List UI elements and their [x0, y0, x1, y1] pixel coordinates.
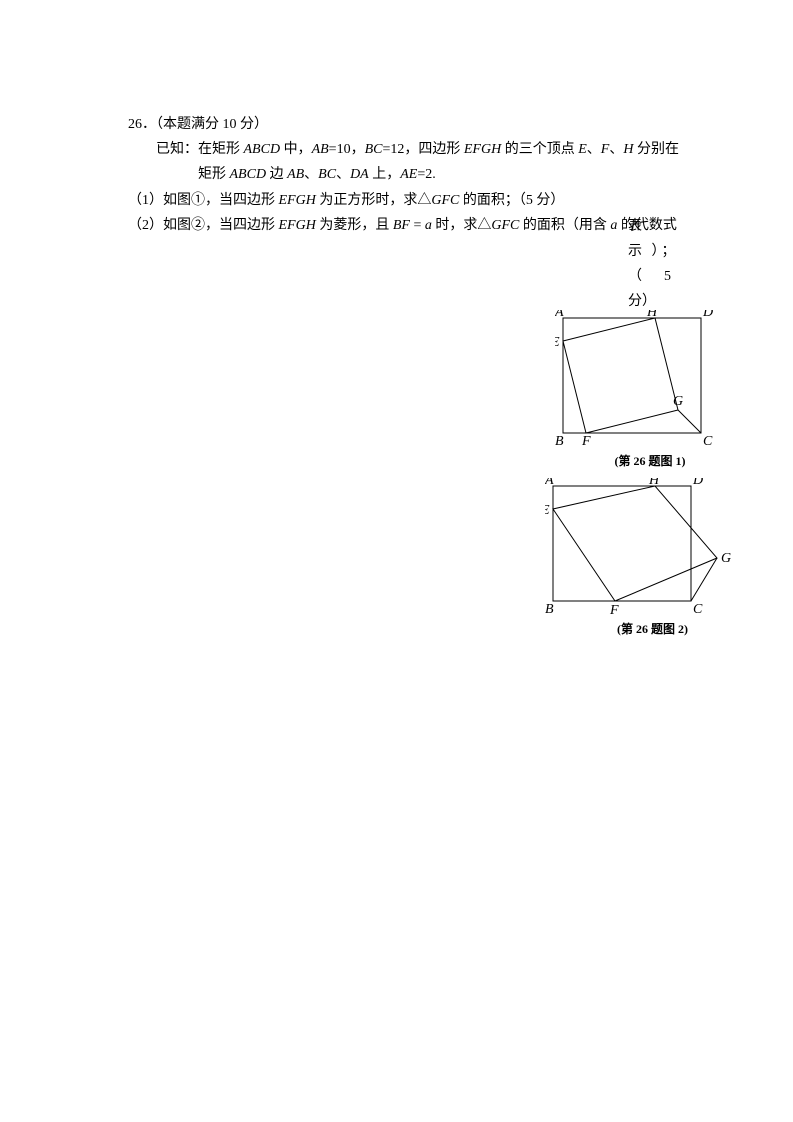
trail-3: （ 5: [628, 264, 675, 289]
vertex-d: D: [702, 310, 713, 320]
vertex-c: C: [703, 434, 713, 449]
label-h: H: [623, 142, 633, 157]
vertex-b-2: B: [545, 602, 554, 617]
part-1: （1）如图①，当四边形 EFGH 为正方形时，求△GFC 的面积；（5 分）: [128, 188, 793, 213]
vertex-a: A: [555, 310, 564, 320]
figure-1-svg: A D B C E F G H: [555, 310, 725, 465]
figure-2: A D B C E F G H (第 26 题图 2): [545, 478, 740, 637]
vertex-e-2: E: [545, 503, 550, 518]
figure-1: A D B C E F G H (第 26 题图 1): [555, 310, 725, 469]
figure-2-svg: A D B C E F G H: [545, 478, 740, 633]
rect-abcd: [563, 318, 701, 433]
label-e: E: [578, 142, 587, 157]
part-2: （2）如图②，当四边形 EFGH 为菱形，且 BF = a 时，求△GFC 的面…: [128, 213, 793, 238]
line-gc: [678, 410, 701, 433]
given-line-1: 已知：在矩形 ABCD 中，AB=10，BC=12，四边形 EFGH 的三个顶点…: [128, 137, 793, 162]
vertex-h: H: [646, 310, 658, 320]
vertex-c-2: C: [693, 602, 703, 617]
given-line-2: 矩形 ABCD 边 AB、BC、DA 上，AE=2.: [128, 162, 793, 187]
vertex-g-2: G: [721, 551, 731, 566]
vertex-g: G: [673, 394, 683, 409]
label-ab: AB: [312, 142, 329, 157]
rhombus-efgh: [553, 486, 717, 601]
square-efgh: [563, 318, 678, 433]
score-text: （本题满分 10 分）: [156, 117, 268, 132]
label-a: a: [425, 218, 432, 233]
label-bc: BC: [365, 142, 383, 157]
vertex-f-2: F: [609, 603, 619, 618]
label-bf: BF: [393, 218, 410, 233]
label-efgh: EFGH: [464, 142, 501, 157]
label-abcd: ABCD: [244, 142, 281, 157]
problem-number: 26．: [128, 117, 156, 132]
trail-1: 表: [628, 214, 642, 239]
vertex-e: E: [555, 335, 560, 350]
problem-header: 26．（本题满分 10 分）: [128, 112, 793, 137]
vertex-b: B: [555, 434, 564, 449]
vertex-d-2: D: [692, 478, 703, 488]
vertex-f: F: [581, 434, 591, 449]
vertex-a-2: A: [545, 478, 554, 488]
label-gfc: GFC: [431, 193, 459, 208]
vertex-h-2: H: [648, 478, 660, 488]
trail-2: 示 ）；: [628, 239, 679, 264]
line-cg-2: [691, 558, 717, 601]
